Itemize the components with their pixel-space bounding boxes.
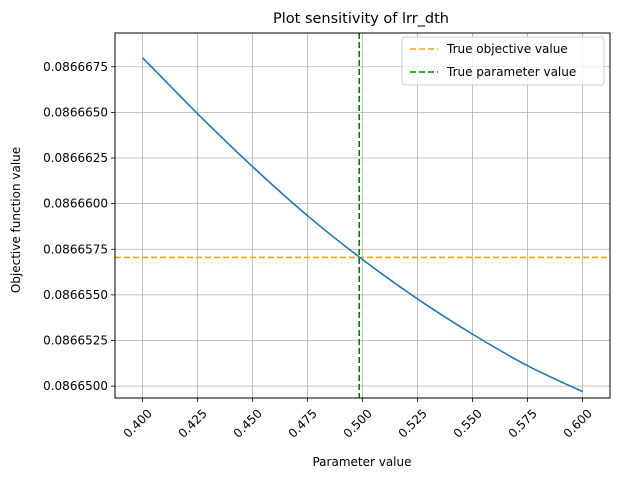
chart-title: Plot sensitivity of lrr_dth bbox=[273, 11, 449, 27]
legend: True objective value True parameter valu… bbox=[401, 36, 605, 86]
x-tick-label: 0.425 bbox=[176, 406, 210, 440]
x-tick-label: 0.400 bbox=[121, 406, 155, 440]
grid bbox=[115, 33, 610, 398]
y-tick-label: 0.0866625 bbox=[43, 151, 108, 165]
reference-lines bbox=[115, 33, 610, 398]
x-tick-label: 0.525 bbox=[396, 406, 430, 440]
legend-label-true-parameter: True parameter value bbox=[446, 65, 576, 79]
y-tick-label: 0.0866600 bbox=[43, 197, 108, 211]
y-tick-label: 0.0866675 bbox=[43, 60, 108, 74]
x-axis-ticks: 0.400 0.425 0.450 0.475 0.500 0.525 0.550 0.575… bbox=[121, 398, 595, 441]
y-tick-label: 0.0866575 bbox=[43, 242, 108, 256]
y-tick-label: 0.0866650 bbox=[43, 105, 108, 119]
y-tick-label: 0.0866500 bbox=[43, 379, 108, 393]
y-axis-ticks: 0.0866500 0.0866525 0.0866550 0.0866575 0.08… bbox=[43, 60, 115, 393]
series-layer bbox=[141, 57, 583, 393]
y-tick-label: 0.0866550 bbox=[43, 288, 108, 302]
x-tick-label: 0.500 bbox=[341, 406, 375, 440]
series-line bbox=[141, 57, 583, 393]
x-tick-label: 0.575 bbox=[506, 406, 540, 440]
x-tick-label: 0.450 bbox=[231, 406, 265, 440]
x-axis-label: Parameter value bbox=[312, 455, 411, 469]
x-tick-label: 0.600 bbox=[561, 406, 595, 440]
y-tick-label: 0.0866525 bbox=[43, 334, 108, 348]
y-axis-label: Objective function value bbox=[9, 147, 23, 293]
legend-label-true-objective: True objective value bbox=[446, 42, 568, 56]
x-tick-label: 0.550 bbox=[451, 406, 485, 440]
x-tick-label: 0.475 bbox=[286, 406, 320, 440]
legend-box bbox=[401, 36, 605, 86]
